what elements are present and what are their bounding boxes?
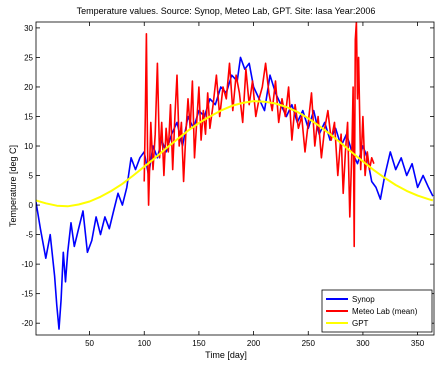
y-tick-label: 10 [24,142,33,151]
x-tick-label: 50 [85,339,94,348]
y-tick-label: -20 [21,319,33,328]
y-tick-label: -10 [21,260,33,269]
y-tick-label: 30 [24,24,33,33]
series-layer [36,22,434,330]
x-tick-label: 150 [192,339,206,348]
series-line-gpt [36,100,434,208]
y-tick-label: -5 [26,231,34,240]
legend-label: Synop [352,295,375,304]
y-axis-label: Temperature [deg C] [8,145,18,227]
y-tick-label: -15 [21,290,33,299]
y-tick-label: 5 [29,172,34,181]
y-tick-label: 0 [29,201,34,210]
legend: Synop Meteo Lab (mean) GPT [321,289,433,333]
legend-label: GPT [352,319,369,328]
x-tick-label: 200 [247,339,261,348]
ticks-layer: 50 100 150 200 250 300 350 -20 -15 -10 -5 0 5 10 15 20 2… [21,22,434,348]
x-tick-label: 250 [302,339,316,348]
y-tick-label: 25 [24,53,33,62]
x-tick-label: 100 [138,339,152,348]
y-tick-label: 20 [24,83,33,92]
series-line-meteo-lab-mean [143,22,375,248]
legend-label: Meteo Lab (mean) [352,307,418,316]
x-axis-label: Time [day] [205,350,247,360]
plot-frame [35,21,435,336]
x-tick-label: 350 [411,339,425,348]
series-line-synop [36,56,434,330]
chart-title: Temperature values. Source: Synop, Meteo… [77,6,376,16]
plot-area: 50 100 150 200 250 300 350 -20 -15 -10 -5 0 5 10 15 20 2… [21,21,435,348]
y-tick-label: 15 [24,112,33,121]
x-tick-label: 300 [356,339,370,348]
